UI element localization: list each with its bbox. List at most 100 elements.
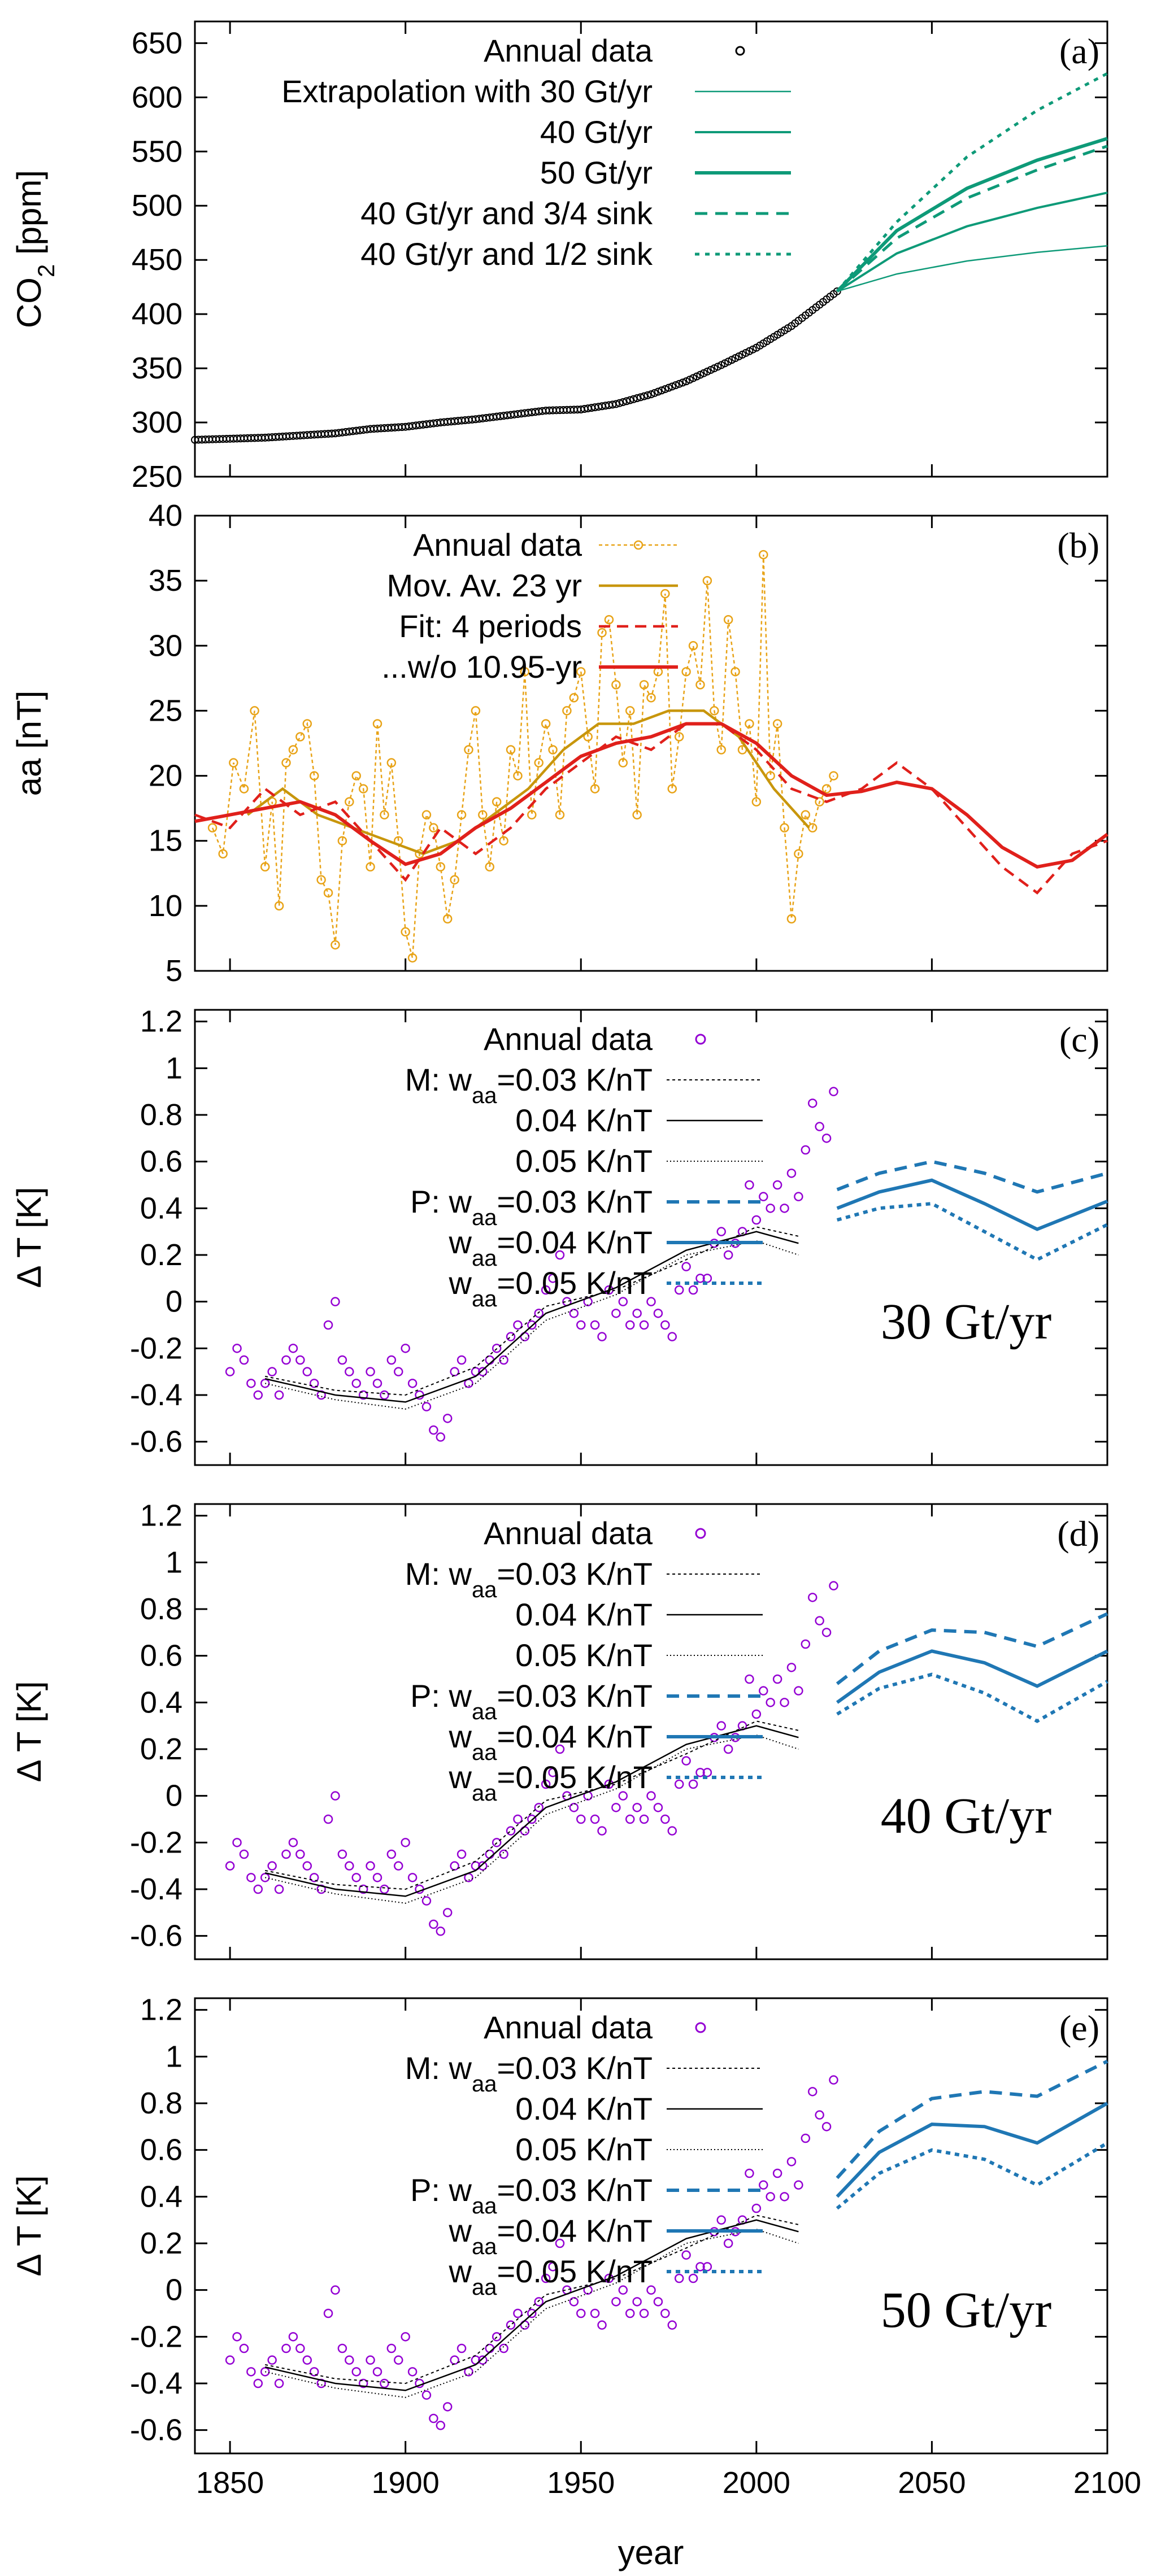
legend-a: Annual data Extrapolation with 30 Gt/yr 40…: [281, 33, 791, 272]
y-tick-label: 0.8: [140, 1592, 182, 1626]
aa-data-point: [759, 550, 768, 560]
dt-data-point: [548, 1274, 558, 1283]
dt-data-point: [499, 2343, 508, 2353]
aa-data-point: [407, 953, 418, 963]
dt-data-point: [351, 1379, 361, 1388]
dt-data-point: [688, 2273, 698, 2283]
y-tick-label: 550: [132, 134, 182, 168]
dt-data-point: [653, 1803, 663, 1812]
dt-projection-line: [836, 1160, 1108, 1194]
dt-data-point: [801, 1145, 811, 1155]
dt-model-line: [264, 1734, 799, 1904]
aa-data-point: [702, 576, 712, 586]
plot-frame-e: [194, 1997, 1108, 2455]
y-tick-label: -0.6: [130, 1425, 182, 1459]
dt-data-point: [821, 1628, 832, 1637]
aa-data-point: [667, 784, 677, 794]
dt-data-point: [309, 1379, 319, 1388]
dt-data-point: [660, 2308, 670, 2318]
dt-data-point: [442, 1908, 453, 1917]
legend-label: 0.05 K/nT: [515, 2132, 653, 2167]
dt-data-point: [366, 2355, 375, 2365]
aa-data-point: [478, 810, 488, 820]
y-tick-label: 40: [149, 499, 182, 533]
dt-model-line: [264, 1231, 799, 1403]
co2-data-point: [679, 378, 687, 387]
y-tick-label: 15: [149, 824, 182, 858]
aa-data-point: [562, 706, 572, 716]
dt-data-point: [288, 2332, 298, 2342]
dt-data-point: [358, 2378, 368, 2388]
dt-data-point: [815, 1122, 824, 1131]
dt-data-point: [492, 1838, 502, 1847]
co2-data-point: [664, 383, 673, 392]
legend-label: 0.05 K/nT: [515, 1143, 653, 1179]
legend-label: Annual data: [484, 33, 653, 68]
y-tick-label: 1: [166, 2039, 182, 2073]
co2-data-point: [623, 397, 631, 406]
aa-data-point: [281, 758, 291, 768]
dt-data-point: [794, 1686, 803, 1695]
aa-data-point: [681, 667, 691, 677]
dt-data-point: [436, 1432, 446, 1442]
dt-data-point: [611, 2297, 621, 2307]
y-ticks-e: -0.6 -0.4 -0.2 0 0.2 0.4 0.6 0.8 1 1.2: [130, 1993, 1108, 2453]
dt-data-point: [478, 1367, 488, 1376]
aa-data-point: [464, 745, 473, 755]
legend-marker: [695, 2022, 706, 2033]
dt-data-point: [723, 1744, 733, 1754]
dt-data-point: [429, 2413, 438, 2424]
panel-tag-c: (c): [1059, 1019, 1099, 1060]
legend-label: Fit: 4 periods: [399, 608, 582, 644]
legend-label: M: waa=0.03 K/nT: [405, 1556, 653, 1602]
dt-data-point: [436, 1926, 446, 1936]
panel-tag-a: (a): [1059, 31, 1099, 71]
y-tick-label: 0.4: [140, 1685, 182, 1719]
dt-data-point: [807, 1593, 818, 1602]
x-tick-label: 1950: [547, 2466, 615, 2500]
dt-data-point: [401, 1344, 410, 1353]
dt-data-point: [513, 1320, 523, 1330]
dt-data-point: [716, 2215, 726, 2225]
aa-data-point: [688, 641, 698, 651]
dt-data-point: [534, 2297, 543, 2307]
aa-data-point: [639, 680, 649, 690]
y-tick-label: 1.2: [140, 1005, 182, 1039]
dt-data-point: [829, 2075, 838, 2085]
dt-data-point: [380, 1390, 389, 1400]
dt-data-point: [309, 2367, 319, 2377]
y-tick-label: 30: [149, 629, 182, 662]
dt-data-point: [667, 1332, 677, 1341]
dt-data-point: [407, 2367, 418, 2377]
dt-data-point: [766, 1698, 775, 1707]
dt-data-point: [506, 1332, 516, 1341]
aa-movavg-line: [246, 709, 810, 856]
aa-data-point: [829, 771, 838, 781]
aa-data-point: [274, 901, 284, 911]
co2-data-point: [647, 390, 655, 399]
legend-label: 0.04 K/nT: [515, 2091, 653, 2126]
y-tick-label: 0.4: [140, 2180, 182, 2213]
dt-data-point: [232, 1838, 242, 1847]
legend-label: M: waa=0.03 K/nT: [405, 1062, 653, 1108]
dt-data-point: [421, 1896, 432, 1906]
ylabel-b: aa [nT]: [10, 691, 48, 796]
dt-data-point: [429, 1919, 438, 1929]
legend-label: waa=0.05 K/nT: [449, 1759, 653, 1806]
y-tick-label: 0.8: [140, 2086, 182, 2120]
dt-data-point: [759, 1192, 768, 1201]
y-tick-label: -0.4: [130, 1378, 182, 1412]
aa-data-point: [660, 589, 670, 599]
y-tick-label: -0.2: [130, 2320, 182, 2353]
legend-marker: [695, 1034, 706, 1045]
dt-data-point: [660, 1814, 670, 1824]
aa-data-point: [436, 862, 446, 872]
x-tick-label: 2050: [898, 2466, 966, 2500]
dt-data-point: [288, 1344, 298, 1353]
aa-data-point: [597, 628, 607, 638]
dt-data-point: [442, 2402, 453, 2412]
aa-data-point: [316, 875, 326, 885]
co2-series-line: [837, 245, 1108, 293]
aa-data-point: [513, 771, 523, 781]
plot-area-d: [225, 1581, 1108, 1936]
